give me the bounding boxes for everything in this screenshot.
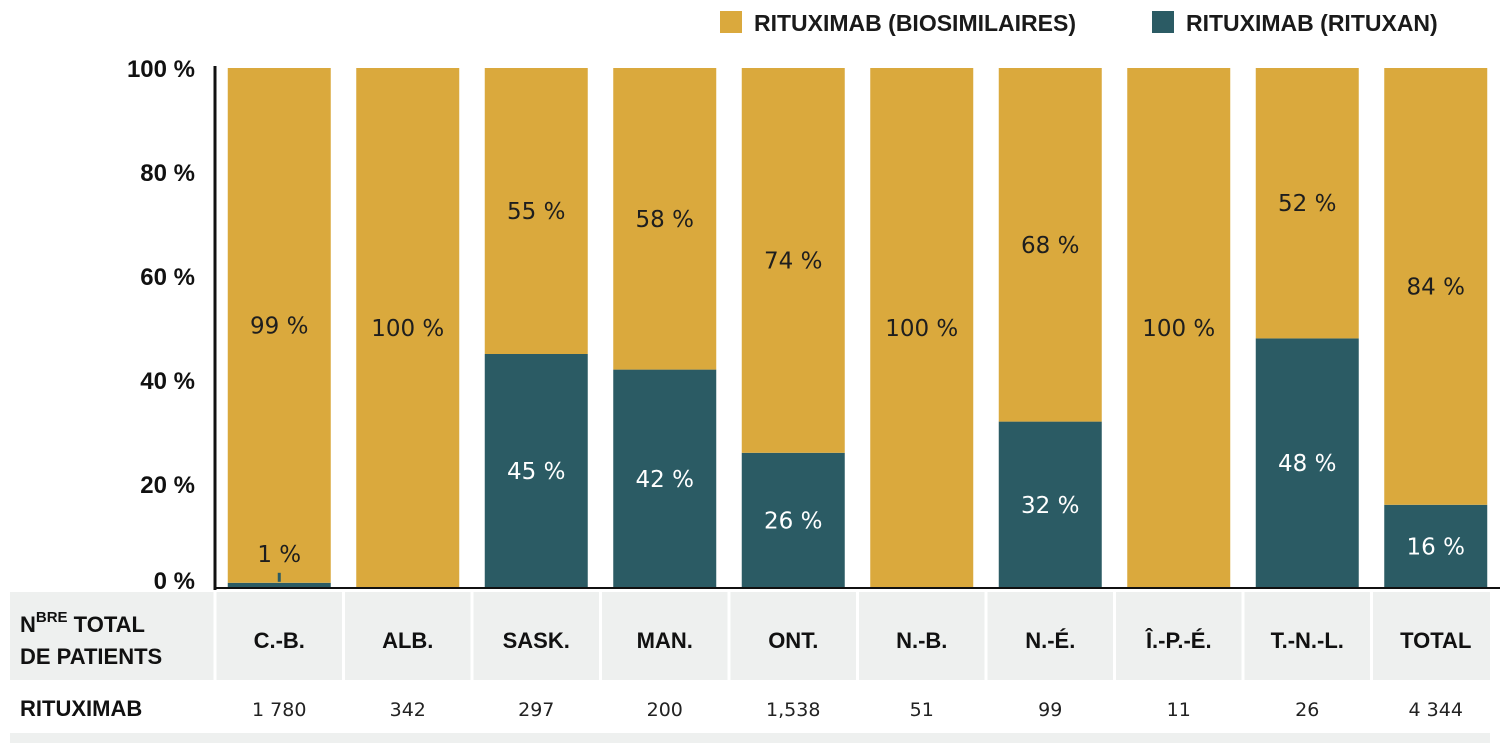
bar-rituxan-4 bbox=[741, 452, 845, 588]
label-rituxan-3: 42 % bbox=[636, 467, 694, 493]
table-cell-separator bbox=[727, 592, 731, 680]
patient-count-6: 99 bbox=[1038, 699, 1062, 721]
y-tick-label: 40 % bbox=[140, 368, 195, 395]
legend-label-1: RITUXIMAB (RITUXAN) bbox=[1186, 10, 1438, 36]
table-header-row bbox=[10, 592, 1490, 680]
category-label-0: C.-B. bbox=[254, 628, 305, 653]
table-header-line1: NBRE TOTAL bbox=[20, 609, 145, 637]
y-tick-label: 0 % bbox=[154, 568, 195, 595]
label-rituxan-8: 48 % bbox=[1278, 451, 1336, 477]
y-tick-label: 80 % bbox=[140, 160, 195, 187]
y-axis: 0 % 20 % 40 % 60 % 80 % 100 % bbox=[127, 56, 1500, 595]
table-bottom-strip bbox=[10, 733, 1490, 743]
y-tick-label: 60 % bbox=[140, 264, 195, 291]
table-cell-separator bbox=[213, 592, 217, 680]
bar-biosimilar-7 bbox=[1127, 68, 1231, 588]
bar-biosimilar-8 bbox=[1255, 68, 1359, 339]
label-biosimilar-2: 55 % bbox=[507, 199, 565, 225]
patient-count-0: 1 780 bbox=[252, 699, 306, 721]
legend: RITUXIMAB (BIOSIMILAIRES) RITUXIMAB (RITU… bbox=[720, 10, 1438, 36]
table-cell-separator bbox=[984, 592, 988, 680]
bar-biosimilar-4 bbox=[741, 68, 845, 453]
label-biosimilar-6: 68 % bbox=[1021, 233, 1079, 259]
category-label-6: N.-É. bbox=[1025, 628, 1075, 653]
y-tick-label: 100 % bbox=[127, 56, 195, 83]
label-rituxan-6: 32 % bbox=[1021, 493, 1079, 519]
label-biosimilar-0: 99 % bbox=[250, 313, 308, 339]
table-cell-separator bbox=[856, 592, 859, 680]
category-label-3: MAN. bbox=[637, 628, 693, 653]
label-biosimilar-9: 84 % bbox=[1407, 274, 1465, 300]
legend-swatch-0 bbox=[720, 11, 742, 33]
patient-count-7: 11 bbox=[1167, 699, 1191, 721]
table-cell-separator bbox=[342, 592, 345, 680]
table-cell-separator bbox=[1370, 592, 1373, 680]
category-label-4: ONT. bbox=[768, 628, 818, 653]
patient-count-1: 342 bbox=[390, 699, 426, 721]
category-label-1: ALB. bbox=[382, 628, 433, 653]
category-label-8: T.-N.-L. bbox=[1271, 628, 1344, 653]
bar-biosimilar-2 bbox=[484, 68, 588, 354]
bar-biosimilar-0 bbox=[227, 68, 331, 583]
bar-rituxan-0 bbox=[227, 582, 331, 588]
label-biosimilar-5: 100 % bbox=[885, 316, 958, 342]
patient-count-5: 51 bbox=[910, 699, 934, 721]
table-header-line2: DE PATIENTS bbox=[20, 644, 162, 669]
bar-rituxan-3 bbox=[613, 369, 717, 588]
patient-count-2: 297 bbox=[518, 699, 554, 721]
bar-rituxan-8 bbox=[1255, 338, 1359, 588]
category-label-5: N.-B. bbox=[896, 628, 947, 653]
label-rituxan-9: 16 % bbox=[1407, 534, 1465, 560]
bar-rituxan-6 bbox=[998, 421, 1102, 588]
label-biosimilar-4: 74 % bbox=[764, 248, 822, 274]
table-cell-separator bbox=[1113, 592, 1116, 680]
table-cell-separator bbox=[470, 592, 474, 680]
bar-biosimilar-5 bbox=[870, 68, 974, 588]
bar-rituxan-9 bbox=[1384, 504, 1488, 588]
patient-count-table: NBRE TOTAL DE PATIENTS RITUXIMAB C.-B. 1 780… bbox=[20, 609, 1471, 721]
label-biosimilar-1: 100 % bbox=[371, 316, 444, 342]
label-rituxan-2: 45 % bbox=[507, 459, 565, 485]
bar-biosimilar-1 bbox=[356, 68, 460, 588]
bar-rituxan-2 bbox=[484, 354, 588, 588]
table-row-label: RITUXIMAB bbox=[20, 696, 142, 721]
table-cell-separator bbox=[1498, 592, 1500, 680]
category-label-9: TOTAL bbox=[1400, 628, 1471, 653]
table-cell-separator bbox=[1241, 592, 1245, 680]
label-biosimilar-7: 100 % bbox=[1142, 316, 1215, 342]
bar-biosimilar-3 bbox=[613, 68, 717, 370]
bars: 99 % 1 % 100 % 55 % 45 % 58 % 42 % 74 % 26 % 100 … bbox=[227, 68, 1488, 588]
y-tick-label: 20 % bbox=[140, 472, 195, 499]
patient-count-4: 1,538 bbox=[766, 699, 820, 721]
table-background bbox=[10, 592, 1500, 743]
legend-label-0: RITUXIMAB (BIOSIMILAIRES) bbox=[754, 10, 1076, 36]
bar-biosimilar-9 bbox=[1384, 68, 1488, 505]
label-biosimilar-3: 58 % bbox=[636, 207, 694, 233]
label-rituxan-4: 26 % bbox=[764, 508, 822, 534]
patient-count-3: 200 bbox=[647, 699, 683, 721]
legend-swatch-1 bbox=[1152, 11, 1174, 33]
patient-count-8: 26 bbox=[1295, 699, 1319, 721]
label-rituxan-0: 1 % bbox=[257, 542, 301, 568]
patient-count-9: 4 344 bbox=[1409, 699, 1463, 721]
table-cell-separator bbox=[599, 592, 602, 680]
category-label-2: SASK. bbox=[503, 628, 570, 653]
bar-biosimilar-6 bbox=[998, 68, 1102, 422]
label-biosimilar-8: 52 % bbox=[1278, 191, 1336, 217]
category-label-7: Î.-P.-É. bbox=[1145, 628, 1212, 653]
